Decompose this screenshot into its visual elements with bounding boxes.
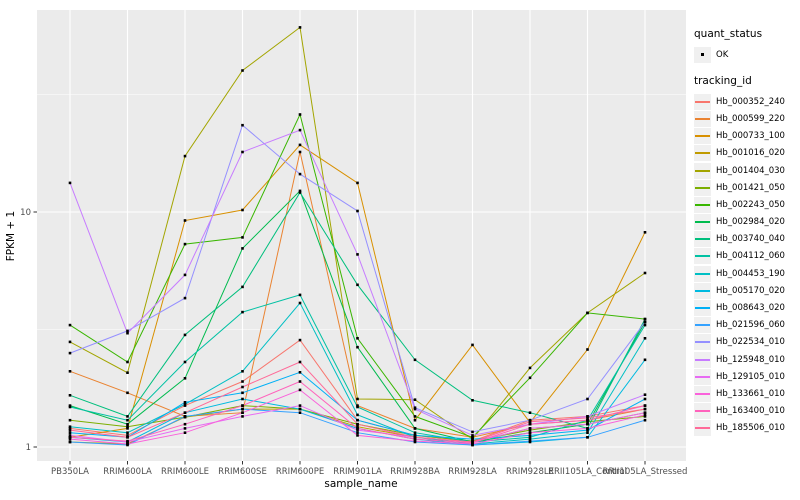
- legend-item-Hb_000599_220: Hb_000599_220: [694, 110, 798, 127]
- ok-point-icon: [694, 46, 711, 63]
- legend-item-Hb_133661_010: Hb_133661_010: [694, 385, 798, 402]
- legend-item-ok: OK: [694, 46, 798, 63]
- legend-item-Hb_003740_040: Hb_003740_040: [694, 231, 798, 248]
- data-points: [68, 26, 647, 447]
- legend-item-Hb_000733_100: Hb_000733_100: [694, 128, 798, 145]
- legend-item-label: Hb_133661_010: [716, 388, 785, 399]
- legend-item-label: Hb_001016_020: [716, 148, 785, 159]
- legend-item-label: Hb_003740_040: [716, 234, 785, 245]
- line-swatch-icon: [694, 248, 711, 265]
- tracking-id-legend-list: Hb_000352_240 Hb_000599_220 Hb_000733_100 H…: [694, 93, 798, 437]
- legend-item-label: Hb_129105_010: [716, 371, 785, 382]
- legend-item-label: Hb_001421_050: [716, 182, 785, 193]
- legend-item-Hb_004453_190: Hb_004453_190: [694, 265, 798, 282]
- legend-item-label: OK: [716, 49, 729, 60]
- legend-item-Hb_129105_010: Hb_129105_010: [694, 368, 798, 385]
- legend-title-quant-status: quant_status: [694, 28, 763, 40]
- y-axis-title: FPKM + 1: [5, 211, 17, 261]
- legend-item-Hb_002984_020: Hb_002984_020: [694, 214, 798, 231]
- legend-item-label: Hb_163400_010: [716, 406, 785, 417]
- line-swatch-icon: [694, 317, 711, 334]
- y-tick-label: 1: [26, 443, 31, 453]
- legend-item-Hb_002243_050: Hb_002243_050: [694, 196, 798, 213]
- line-swatch-icon: [694, 128, 711, 145]
- legend-item-label: Hb_021596_060: [716, 320, 785, 331]
- line-swatch-icon: [694, 145, 711, 162]
- line-swatch-icon: [694, 265, 711, 282]
- line-swatch-icon: [694, 334, 711, 351]
- gridlines: [37, 10, 686, 461]
- legend-item-Hb_000352_240: Hb_000352_240: [694, 93, 798, 110]
- legend-item-label: Hb_001404_030: [716, 165, 785, 176]
- legend-item-Hb_125948_010: Hb_125948_010: [694, 351, 798, 368]
- legend-item-label: Hb_022534_010: [716, 337, 785, 348]
- legend-item-Hb_021596_060: Hb_021596_060: [694, 317, 798, 334]
- line-swatch-icon: [694, 214, 711, 231]
- x-tick-label: PB350LA: [51, 467, 89, 477]
- x-tick-label: RRIM600PE: [276, 467, 324, 477]
- x-axis-title: sample_name: [324, 478, 397, 490]
- line-swatch-icon: [694, 385, 711, 402]
- line-swatch-icon: [694, 368, 711, 385]
- x-tick-label: RRIM928LE: [506, 467, 554, 477]
- line-swatch-icon: [694, 93, 711, 110]
- line-swatch-icon: [694, 110, 711, 127]
- legend-item-Hb_001404_030: Hb_001404_030: [694, 162, 798, 179]
- legend-item-Hb_008643_020: Hb_008643_020: [694, 299, 798, 317]
- line-swatch-icon: [694, 162, 711, 179]
- legend-item-Hb_001016_020: Hb_001016_020: [694, 145, 798, 162]
- legend-item-Hb_001421_050: Hb_001421_050: [694, 179, 798, 196]
- legend-item-label: Hb_125948_010: [716, 354, 785, 365]
- x-tick-label: RRII105LA_Stressed: [603, 467, 688, 477]
- legend-item-label: Hb_002243_050: [716, 199, 785, 210]
- legend-item-label: Hb_000599_220: [716, 113, 785, 124]
- x-tick-label: RRII105LA_Control: [548, 467, 627, 477]
- line-swatch-icon: [694, 282, 711, 299]
- y-tick-label: 10: [20, 208, 31, 218]
- legend-item-label: Hb_185506_010: [716, 423, 785, 434]
- line-swatch-icon: [694, 403, 711, 420]
- legend-item-label: Hb_008643_020: [716, 303, 785, 314]
- legend-item-label: Hb_000733_100: [716, 131, 785, 142]
- line-swatch-icon: [694, 231, 711, 248]
- legend: quant_status OK tracking_id Hb_000352_24…: [694, 28, 798, 437]
- legend-item-Hb_004112_060: Hb_004112_060: [694, 248, 798, 265]
- legend-item-label: Hb_004112_060: [716, 251, 785, 262]
- x-tick-label: RRIM928LA: [448, 467, 497, 477]
- line-swatch-icon: [694, 196, 711, 213]
- line-swatch-icon: [694, 351, 711, 368]
- legend-item-label: Hb_005170_020: [716, 285, 785, 296]
- legend-item-label: Hb_004453_190: [716, 268, 785, 279]
- legend-item-Hb_022534_010: Hb_022534_010: [694, 334, 798, 351]
- legend-item-label: Hb_002984_020: [716, 217, 785, 228]
- legend-item-Hb_005170_020: Hb_005170_020: [694, 282, 798, 299]
- panel-background: [37, 10, 686, 461]
- legend-title-tracking-id: tracking_id: [694, 75, 752, 88]
- x-tick-label: RRIM600LA: [103, 467, 152, 477]
- line-swatch-icon: [694, 300, 711, 317]
- x-tick-label: RRIM928BA: [390, 467, 440, 477]
- legend-item-Hb_163400_010: Hb_163400_010: [694, 403, 798, 420]
- axis-ticks: [33, 211, 646, 465]
- legend-item-Hb_185506_010: Hb_185506_010: [694, 420, 798, 437]
- x-tick-label: RRIM600SE: [218, 467, 267, 477]
- axis-tick-labels: PB350LA RRIM600LA RRIM600LE RRIM600SE RRIM60…: [20, 208, 687, 477]
- x-tick-label: RRIM600LE: [161, 467, 209, 477]
- line-swatch-icon: [694, 179, 711, 196]
- line-swatch-icon: [694, 420, 711, 437]
- x-tick-label: RRIM901LA: [333, 467, 382, 477]
- legend-item-label: Hb_000352_240: [716, 96, 785, 107]
